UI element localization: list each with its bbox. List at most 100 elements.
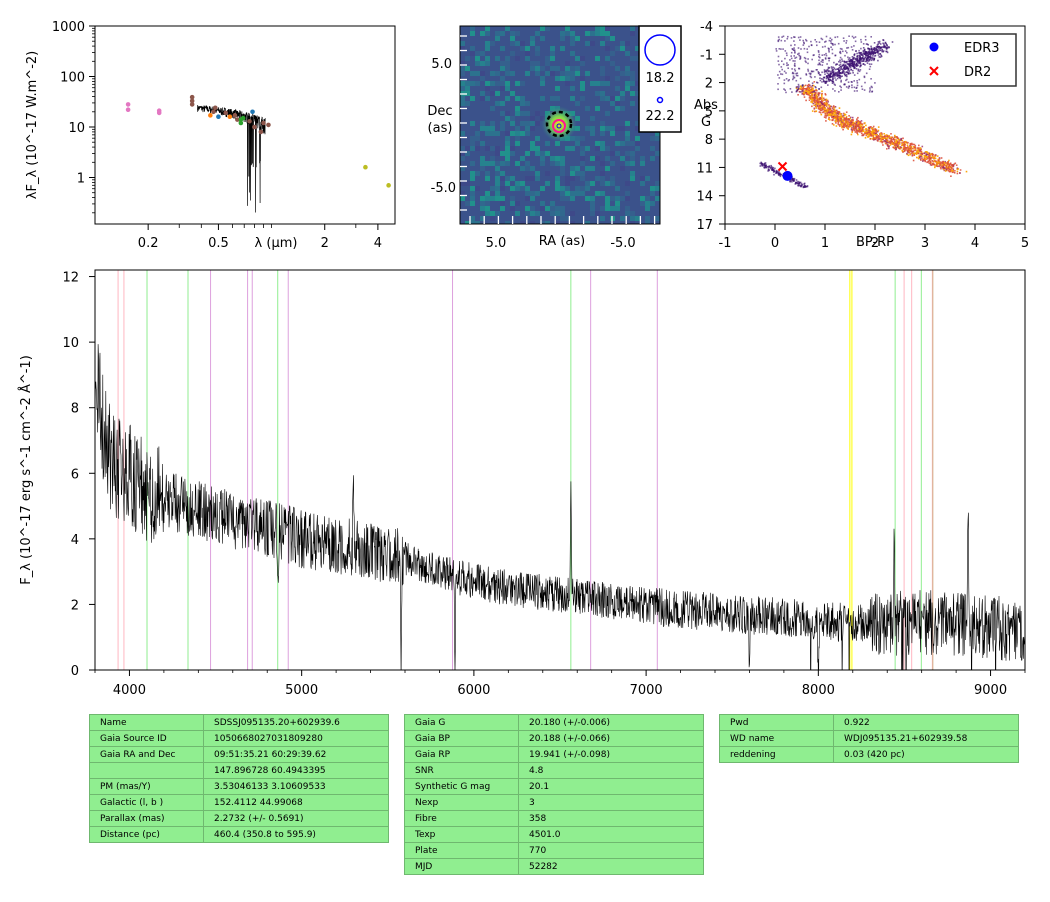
spectrum-ylabel: F_λ (10^-17 erg s^-1 cm^-2 Å^-1)	[18, 355, 34, 585]
legend-mag-bright: 18.2	[646, 71, 675, 86]
table-value: 1050668027031809280	[203, 730, 389, 747]
image-ytick-1: -5.0	[431, 181, 456, 196]
table-value: 460.4 (350.8 to 595.9)	[203, 826, 389, 843]
cmd-ytick-6: 14	[696, 190, 713, 205]
table-row: Gaia RA and Dec 09:51:35.21 60:29:39.62	[89, 746, 389, 763]
legend-dr2-marker	[929, 66, 939, 76]
cmd-density	[759, 35, 968, 189]
table-value: 20.1	[518, 778, 704, 795]
sed-point-5	[189, 98, 195, 104]
spectrum-xtick-4: 8000	[802, 683, 835, 698]
spectrum-frame	[94, 269, 1026, 671]
table-key: Name	[89, 714, 204, 731]
table-key: Plate	[404, 842, 519, 859]
table-row: Gaia BP 20.188 (+/-0.066)	[404, 730, 704, 747]
table-value: 52282	[518, 858, 704, 875]
table-value: 152.4112 44.99068	[203, 794, 389, 811]
spectral-line-markers	[117, 270, 934, 670]
legend-small-circle	[656, 96, 664, 104]
table-value: 19.941 (+/-0.098)	[518, 746, 704, 763]
sed-point-18	[247, 118, 252, 124]
spectrum-ytick-5: 10	[62, 336, 79, 351]
image-xlabel: RA (as)	[539, 234, 585, 249]
spectrum-ytick-3: 6	[71, 467, 79, 482]
info-table-wd: Pwd 0.922 WD name WDJ095135.21+602939.58 red…	[719, 714, 1019, 763]
sed-point-17	[240, 115, 246, 121]
spectrum-panel: 0 2 4 6 8 10 12 4000 5000 6000 7000 8000 9000 F_λ (1…	[18, 269, 1026, 698]
table-key: Synthetic G mag	[404, 778, 519, 795]
sed-point-7	[211, 109, 216, 115]
table-key: Gaia RP	[404, 746, 519, 763]
table-row: SNR 4.8	[404, 762, 704, 779]
table-row: MJD 52282	[404, 858, 704, 875]
sed-point-16	[238, 120, 244, 126]
table-key: SNR	[404, 762, 519, 779]
image-legend: 18.2 22.2	[638, 25, 682, 133]
cmd-xlabel: BP-RP	[856, 235, 894, 250]
sed-point-6	[189, 102, 195, 107]
info-table-astrometry: Name SDSSJ095135.20+602939.6 Gaia Source I…	[89, 714, 389, 843]
spectrum-ytick-1: 2	[71, 598, 79, 613]
image-xtick-1: -5.0	[610, 236, 635, 251]
sed-point-21	[258, 129, 264, 135]
sed-point-8	[212, 105, 218, 111]
table-key: PM (mas/Y)	[89, 778, 204, 795]
table-key: Nexp	[404, 794, 519, 811]
table-value: 0.922	[833, 714, 1019, 731]
cmd-ytick-7: 17	[696, 218, 713, 233]
cmd-xtick-1: 0	[771, 236, 779, 251]
image-ylabel-line1: Dec	[427, 104, 452, 119]
sed-point-13	[232, 113, 238, 118]
table-row: WD name WDJ095135.21+602939.58	[719, 730, 1019, 747]
sed-point-11	[223, 110, 229, 116]
sed-ytick-2: 10	[68, 121, 85, 136]
table-value: 3.53046133 3.10609533	[203, 778, 389, 795]
sed-point-1	[125, 107, 131, 113]
sed-point-25	[386, 183, 391, 188]
table-value: 0.03 (420 pc)	[833, 746, 1019, 763]
spectrum-xtick-3: 7000	[630, 683, 663, 698]
table-row: Name SDSSJ095135.20+602939.6	[89, 714, 389, 731]
image-ticks	[460, 35, 656, 224]
sed-ytick-1: 100	[60, 70, 85, 85]
table-key: MJD	[404, 858, 519, 875]
sed-ytick-3: 1	[77, 171, 85, 186]
table-row: Synthetic G mag 20.1	[404, 778, 704, 795]
cmd-ytick-0: -4	[700, 20, 713, 35]
table-key: Gaia G	[404, 714, 519, 731]
cmd-legend: EDR3 DR2	[910, 33, 1017, 87]
sed-point-9	[208, 113, 213, 118]
cmd-xtick-4: 3	[921, 236, 929, 251]
cmd-ylabel-line1: Abs	[694, 98, 718, 113]
table-key: Gaia Source ID	[89, 730, 204, 747]
table-row: Pwd 0.922	[719, 714, 1019, 731]
sed-xtick-0: 0.2	[138, 236, 159, 251]
sed-point-19	[250, 109, 255, 115]
table-row: Gaia Source ID 1050668027031809280	[89, 730, 389, 747]
cmd-panel: -4 -1 2 5 8 11 14 17 -1 0 1 2 3 4 5 Abs G BP-RP EDR3 D…	[694, 20, 1029, 251]
spectrum-xtick-2: 6000	[457, 683, 490, 698]
table-value: 20.188 (+/-0.066)	[518, 730, 704, 747]
cmd-axes: -4 -1 2 5 8 11 14 17 -1 0 1 2 3 4 5	[696, 20, 1029, 251]
table-key: Distance (pc)	[89, 826, 204, 843]
sed-xlabel: λ (μm)	[255, 236, 298, 251]
cmd-ytick-5: 11	[696, 161, 713, 176]
sed-point-3	[156, 110, 162, 116]
table-key: Texp	[404, 826, 519, 843]
table-value: 20.180 (+/-0.006)	[518, 714, 704, 731]
sed-point-12	[227, 114, 233, 119]
table-row: PM (mas/Y) 3.53046133 3.10609533	[89, 778, 389, 795]
legend-dr2-label: DR2	[964, 65, 991, 80]
table-value: 770	[518, 842, 704, 859]
sed-xtick-2: 2	[321, 236, 329, 251]
sed-point-0	[125, 102, 131, 107]
sed-spectrum-trace	[197, 104, 266, 213]
table-row: Distance (pc) 460.4 (350.8 to 595.9)	[89, 826, 389, 843]
table-value: 2.2732 (+/- 0.5691)	[203, 810, 389, 827]
sed-point-10	[216, 114, 221, 119]
sed-ytick-0: 1000	[52, 20, 85, 35]
table-row: 147.896728 60.4943395	[89, 762, 389, 779]
legend-edr3-label: EDR3	[964, 41, 1000, 56]
table-row: Gaia G 20.180 (+/-0.006)	[404, 714, 704, 731]
